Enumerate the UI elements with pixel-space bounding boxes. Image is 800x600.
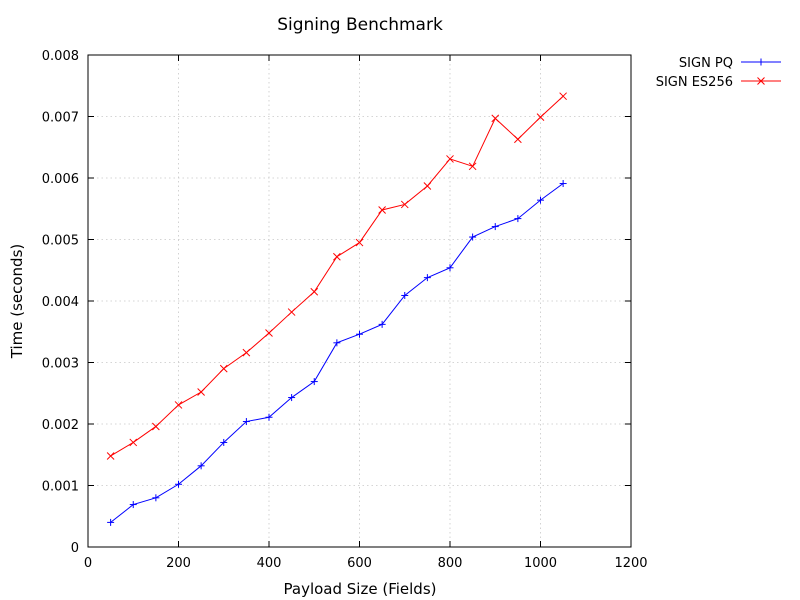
- data-point: [219, 364, 228, 373]
- data-point: [423, 182, 432, 190]
- y-tick-label: 0.005: [42, 234, 79, 249]
- data-point: [355, 238, 364, 247]
- marker-stroke: [378, 206, 386, 214]
- x-tick-label: 1000: [524, 556, 557, 571]
- legend: SIGN PQ SIGN ES256: [656, 56, 781, 90]
- marker-stroke: [310, 287, 319, 296]
- marker-stroke: [333, 252, 341, 261]
- x-tick-label: 0: [84, 556, 92, 571]
- marker-stroke: [355, 238, 364, 247]
- data-point: [491, 223, 499, 231]
- data-point: [197, 462, 205, 470]
- marker-stroke: [129, 438, 138, 447]
- data-point: [287, 308, 296, 316]
- grid: [88, 55, 631, 547]
- data-point: [356, 330, 363, 338]
- data-point: [559, 180, 567, 188]
- x-tick-label: 600: [347, 556, 372, 571]
- legend-label: SIGN ES256: [656, 75, 733, 90]
- marker-stroke: [536, 113, 545, 121]
- y-tick-label: 0.008: [42, 49, 79, 64]
- marker-stroke: [491, 114, 500, 123]
- data-point: [265, 329, 273, 337]
- data-point: [333, 339, 341, 347]
- data-point: [107, 518, 115, 526]
- data-point: [129, 438, 138, 447]
- data-point: [446, 264, 454, 272]
- marker-stroke: [287, 308, 296, 316]
- data-point: [446, 155, 454, 163]
- series-layer: [106, 92, 567, 526]
- legend-marker: [757, 58, 765, 66]
- data-point: [514, 215, 522, 223]
- y-tick-label: 0: [71, 541, 79, 556]
- x-tick-label: 1200: [614, 556, 647, 571]
- marker-stroke: [219, 364, 228, 373]
- x-tick-label: 400: [257, 556, 282, 571]
- data-point: [152, 494, 160, 502]
- marker-stroke: [106, 452, 115, 460]
- data-point: [537, 196, 544, 204]
- marker-stroke: [242, 348, 251, 357]
- data-point: [378, 206, 386, 214]
- data-point: [514, 135, 522, 144]
- data-point: [401, 291, 409, 299]
- data-point: [242, 418, 250, 426]
- data-point: [310, 378, 318, 386]
- x-tick-label: 200: [166, 556, 191, 571]
- data-point: [378, 320, 386, 328]
- data-point: [129, 501, 137, 509]
- series-sign-es256: [106, 92, 567, 460]
- data-point: [559, 92, 567, 101]
- marker-stroke: [197, 388, 205, 396]
- data-point: [174, 401, 183, 409]
- y-tick-label: 0.003: [42, 357, 79, 372]
- data-point: [265, 413, 273, 421]
- marker-stroke: [423, 182, 432, 190]
- data-point: [106, 452, 115, 460]
- data-point: [536, 113, 545, 121]
- data-point: [400, 200, 409, 209]
- y-tick-label: 0.007: [42, 111, 79, 126]
- marker-stroke: [514, 135, 522, 144]
- y-axis-label: Time (seconds): [8, 244, 26, 360]
- series-sign-pq: [107, 180, 567, 526]
- data-point: [423, 274, 431, 282]
- marker-stroke: [468, 162, 477, 171]
- data-point: [333, 252, 341, 261]
- marker-stroke: [400, 200, 409, 209]
- data-point: [469, 233, 477, 241]
- data-point: [288, 394, 296, 402]
- y-tick-label: 0.004: [42, 295, 79, 310]
- data-point: [175, 480, 182, 488]
- y-tick-label: 0.002: [42, 418, 79, 433]
- y-tick-label: 0.001: [42, 480, 79, 495]
- data-point: [468, 162, 477, 171]
- chart-title: Signing Benchmark: [277, 15, 443, 35]
- data-point: [152, 422, 160, 431]
- data-point: [310, 287, 319, 296]
- data-point: [491, 114, 500, 123]
- x-tick-label: 800: [438, 556, 463, 571]
- marker-stroke: [446, 155, 454, 163]
- data-point: [242, 348, 251, 357]
- data-point: [197, 388, 205, 396]
- marker-stroke: [559, 92, 567, 101]
- legend-marker: [757, 77, 765, 85]
- marker-stroke: [265, 329, 273, 337]
- y-tick-label: 0.006: [42, 172, 79, 187]
- x-axis-label: Payload Size (Fields): [284, 580, 437, 598]
- marker-stroke: [757, 77, 765, 85]
- data-point: [220, 438, 228, 446]
- legend-label: SIGN PQ: [679, 56, 733, 71]
- axis-ticks: 0 200 400 600 800 1000 1200 0 0.001 0.002 0.003 0.0…: [42, 49, 648, 571]
- marker-stroke: [152, 422, 160, 431]
- marker-stroke: [174, 401, 183, 409]
